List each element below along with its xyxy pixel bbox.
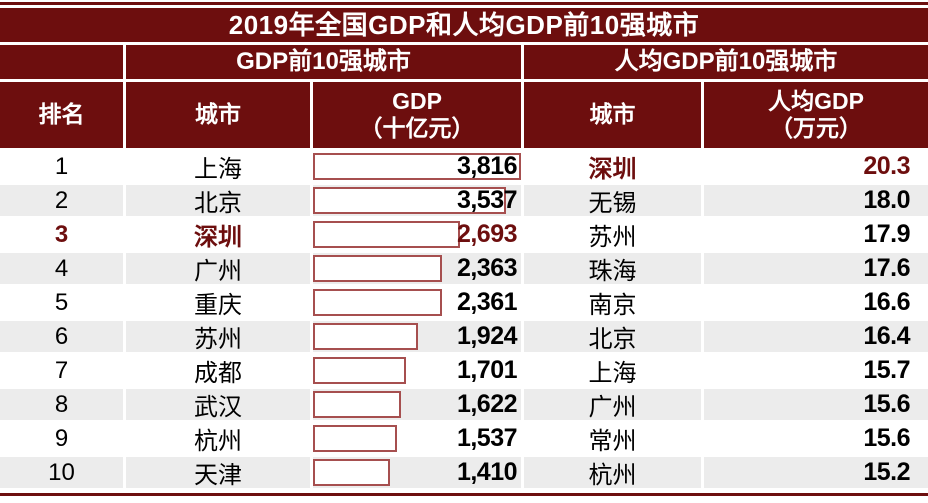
gdp-value: 1,537 — [456, 424, 518, 452]
pc-value-cell: 18.0 — [704, 185, 928, 216]
ranking-table: 2019年全国GDP和人均GDP前10强城市 GDP前10强城市 人均GDP前1… — [0, 8, 928, 489]
gdp-value: 3,816 — [456, 152, 518, 180]
gdp-city-cell: 杭州 — [126, 423, 310, 455]
gdp-data-bar — [313, 221, 460, 248]
gdp-data-bar — [313, 357, 406, 384]
gdp-value-cell: 1,924 — [313, 321, 521, 352]
gdp-city-cell: 重庆 — [126, 287, 310, 319]
group-header-per-capita: 人均GDP前10强城市 — [524, 45, 928, 79]
gdp-data-bar — [313, 187, 506, 214]
gdp-value-cell: 1,537 — [313, 423, 521, 454]
gdp-data-bar — [313, 153, 521, 180]
gdp-city-cell: 上海 — [126, 151, 310, 183]
pc-city-cell: 上海 — [524, 355, 701, 387]
gdp-value: 3,537 — [456, 186, 518, 214]
gdp-city-cell: 天津 — [126, 457, 310, 489]
pc-value: 17.9 — [863, 220, 910, 248]
gdp-value: 1,924 — [456, 322, 518, 350]
pc-value: 15.6 — [863, 390, 910, 418]
col-header-pc-line1: 人均GDP — [768, 87, 864, 114]
pc-value: 15.2 — [863, 458, 910, 486]
gdp-city-cell: 深圳 — [126, 219, 310, 251]
gdp-value-cell: 3,816 — [313, 151, 521, 182]
group-header-spacer — [0, 45, 123, 79]
gdp-data-bar — [313, 289, 442, 316]
pc-city-cell: 珠海 — [524, 253, 701, 285]
rank-cell: 10 — [0, 457, 123, 488]
col-header-pc-line2: （万元） — [770, 115, 862, 141]
pc-city-cell: 南京 — [524, 287, 701, 319]
gdp-value-cell: 2,693 — [313, 219, 521, 250]
rank-cell: 9 — [0, 423, 123, 454]
pc-value-cell: 15.6 — [704, 423, 928, 454]
gdp-city-cell: 苏州 — [126, 321, 310, 353]
col-header-per-capita: 人均GDP （万元） — [704, 82, 928, 148]
gdp-data-bar — [313, 255, 442, 282]
pc-value: 15.7 — [863, 356, 910, 384]
col-header-gdp-line1: GDP — [392, 87, 442, 114]
pc-city-cell: 北京 — [524, 321, 701, 353]
pc-value-cell: 17.6 — [704, 253, 928, 284]
pc-value: 18.0 — [863, 186, 910, 214]
rank-cell: 6 — [0, 321, 123, 352]
col-header-city-right: 城市 — [524, 82, 701, 148]
pc-value-cell: 17.9 — [704, 219, 928, 250]
gdp-data-bar — [313, 323, 418, 350]
rank-cell: 7 — [0, 355, 123, 386]
pc-value-cell: 15.2 — [704, 457, 928, 488]
top-border-rule — [0, 2, 928, 5]
rank-cell: 1 — [0, 151, 123, 182]
pc-value-cell: 15.7 — [704, 355, 928, 386]
gdp-city-cell: 广州 — [126, 253, 310, 285]
gdp-data-bar — [313, 425, 397, 452]
gdp-value-cell: 3,537 — [313, 185, 521, 216]
gdp-value: 1,622 — [456, 390, 518, 418]
group-header-gdp: GDP前10强城市 — [126, 45, 521, 79]
gdp-value-cell: 1,410 — [313, 457, 521, 488]
rank-cell: 2 — [0, 185, 123, 216]
pc-city-cell: 深圳 — [524, 151, 701, 183]
gdp-city-cell: 北京 — [126, 185, 310, 217]
pc-city-cell: 苏州 — [524, 219, 701, 251]
gdp-value: 2,693 — [456, 220, 518, 248]
pc-city-cell: 杭州 — [524, 457, 701, 489]
gdp-city-cell: 武汉 — [126, 389, 310, 421]
pc-city-cell: 广州 — [524, 389, 701, 421]
rank-cell: 3 — [0, 219, 123, 250]
page-title: 2019年全国GDP和人均GDP前10强城市 — [0, 8, 928, 42]
col-header-city-left: 城市 — [126, 82, 310, 148]
rank-cell: 4 — [0, 253, 123, 284]
rank-cell: 8 — [0, 389, 123, 420]
pc-city-cell: 无锡 — [524, 185, 701, 217]
pc-city-cell: 常州 — [524, 423, 701, 455]
col-header-rank: 排名 — [0, 82, 123, 148]
pc-value: 17.6 — [863, 254, 910, 282]
gdp-value-cell: 2,363 — [313, 253, 521, 284]
gdp-value: 2,363 — [456, 254, 518, 282]
gdp-data-bar — [313, 459, 390, 486]
pc-value-cell: 15.6 — [704, 389, 928, 420]
pc-value: 20.3 — [863, 152, 910, 180]
gdp-city-cell: 成都 — [126, 355, 310, 387]
col-header-gdp: GDP （十亿元） — [313, 82, 521, 148]
rank-cell: 5 — [0, 287, 123, 318]
pc-value: 15.6 — [863, 424, 910, 452]
gdp-data-bar — [313, 391, 402, 418]
bottom-border-rule — [0, 493, 928, 496]
gdp-value: 1,701 — [456, 356, 518, 384]
col-header-gdp-line2: （十亿元） — [359, 115, 475, 141]
gdp-value-cell: 1,701 — [313, 355, 521, 386]
gdp-value-cell: 2,361 — [313, 287, 521, 318]
pc-value: 16.6 — [863, 288, 910, 316]
gdp-value: 2,361 — [456, 288, 518, 316]
pc-value-cell: 20.3 — [704, 151, 928, 182]
pc-value: 16.4 — [863, 322, 910, 350]
pc-value-cell: 16.4 — [704, 321, 928, 352]
pc-value-cell: 16.6 — [704, 287, 928, 318]
gdp-value-cell: 1,622 — [313, 389, 521, 420]
gdp-value: 1,410 — [456, 458, 518, 486]
